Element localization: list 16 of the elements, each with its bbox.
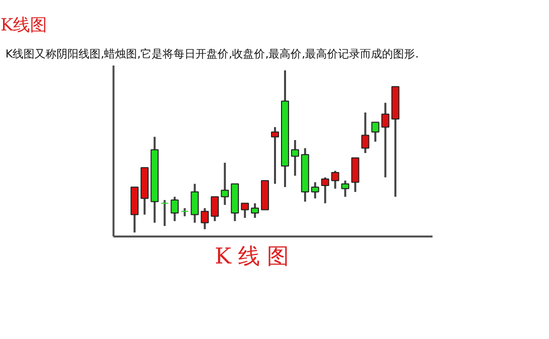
candlestick (270, 126, 280, 185)
candlestick (361, 112, 370, 154)
chart-subtitle: K线图又称阴阳线图,蜡烛图,它是将每日开盘价,收盘价,最高价,最高价记录而成的图形. (6, 48, 419, 60)
x-axis-title: K 线 图 (214, 244, 290, 270)
candlestick (150, 136, 159, 224)
candlestick (200, 207, 209, 230)
candlestick (381, 102, 390, 178)
candlestick (301, 147, 310, 203)
candlestick (291, 139, 300, 177)
candlestick (311, 181, 320, 200)
candlestick (190, 182, 199, 224)
candlestick (220, 162, 229, 206)
candlestick (341, 180, 350, 198)
chart-title: K线图 (0, 16, 48, 36)
candlestick (281, 69, 290, 188)
candlestick (160, 199, 169, 227)
